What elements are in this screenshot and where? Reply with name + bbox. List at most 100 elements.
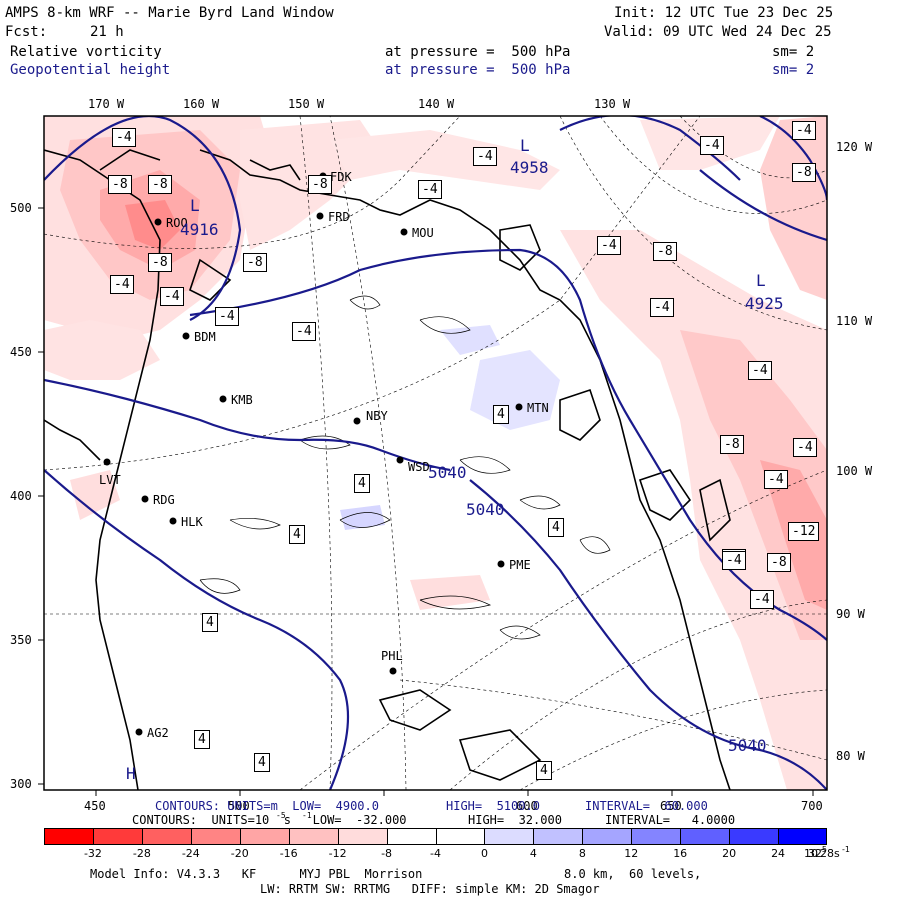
colorbar-swatch (239, 828, 289, 845)
vorticity-contour-label: -4 (722, 551, 746, 570)
vorticity-shading (44, 116, 827, 790)
vorticity-contour-label: -12 (788, 522, 820, 541)
units-exponent: -5 (276, 811, 286, 820)
station-label: PME (509, 558, 531, 572)
station-label: MOU (412, 226, 434, 240)
y-tick-label: 500 (10, 201, 32, 215)
vorticity-contour-label: -4 (764, 470, 788, 489)
vorticity-contour-label: -4 (650, 298, 674, 317)
vorticity-contour-label: 4 (354, 474, 370, 493)
vorticity-contour-label: 4 (194, 730, 210, 749)
colorbar-tick-label: 20 (722, 847, 737, 860)
vorticity-contour-label: 4 (548, 518, 564, 537)
colorbar-swatch (778, 828, 827, 845)
init-time: Init: 12 UTC Tue 23 Dec 25 (614, 5, 834, 21)
lon-label-right: 80 W (836, 749, 865, 763)
colorbar-units: 10 (804, 847, 818, 860)
colorbar-tick-label: -16 (279, 847, 298, 860)
height-value: 5040 (466, 500, 505, 519)
vorticity-contour-label: -4 (418, 180, 442, 199)
vorticity-contours (199, 295, 611, 640)
station-label: MTN (527, 401, 549, 415)
colorbar-tick-label: -4 (430, 847, 441, 860)
colorbar-tick-label: -32 (83, 847, 102, 860)
vorticity-contour-label: -8 (720, 435, 744, 454)
colorbar-tick-label: 16 (673, 847, 688, 860)
vorticity-contour-high: HIGH= 32.000 (468, 813, 562, 827)
station-label: ROO (166, 216, 188, 230)
low-marker: L (190, 196, 200, 215)
y-tick-label: 300 (10, 777, 32, 791)
colorbar-tick-label: 8 (578, 847, 586, 860)
colorbar-units-s: s (834, 847, 840, 860)
colorbar-tick-label: 12 (624, 847, 639, 860)
colorbar-swatch (582, 828, 632, 845)
height-contour-high: HIGH= 5100.0 (446, 799, 540, 813)
vorticity-contour-label: -4 (292, 322, 316, 341)
forecast-hours: 21 h (90, 24, 124, 40)
station-label: HLK (181, 515, 203, 529)
units-s-exponent: -1 (302, 811, 312, 820)
vorticity-contour-label: -4 (793, 438, 817, 457)
colorbar-swatch (631, 828, 681, 845)
station-label: AG2 (147, 726, 169, 740)
colorbar-units-exponent: -5 (819, 845, 827, 854)
forecast-label: Fcst: (5, 24, 48, 40)
colorbar-tick-label: 28 (820, 847, 834, 860)
vorticity-contour-label: -4 (750, 590, 774, 609)
vorticity-contour-label: -8 (108, 175, 132, 194)
vorticity-contour-label: -4 (700, 136, 724, 155)
model-info: Model Info: V4.3.3 KF MYJ PBL Morrison (90, 867, 423, 881)
vorticity-contour-label: -4 (748, 361, 772, 380)
model-resolution: 8.0 km, 60 levels, (564, 867, 702, 881)
vorticity-contour-label: -8 (243, 253, 267, 272)
lon-label-top: 160 W (183, 97, 220, 111)
height-value: 5040 (428, 463, 467, 482)
vorticity-contour-interval: INTERVAL= 4.0000 (605, 813, 736, 827)
height-value: 4958 (510, 158, 549, 177)
y-tick-label: 350 (10, 633, 32, 647)
vorticity-contour-label: 4 (202, 613, 218, 632)
lon-label-top: 170 W (88, 97, 125, 111)
valid-time: Valid: 09 UTC Wed 24 Dec 25 (604, 24, 832, 40)
station-label: PHL (381, 649, 403, 663)
station-label: WSD (408, 460, 430, 474)
colorbar-tick-label: -28 (132, 847, 151, 860)
x-tick-label: 650 (660, 799, 682, 813)
colorbar-tick-label: -20 (230, 847, 249, 860)
vorticity-contour-label: 4 (289, 525, 305, 544)
lon-label-top: 140 W (418, 97, 455, 111)
colorbar-tick-label: 24 (771, 847, 786, 860)
field1-smoothing: sm= 2 (772, 44, 815, 60)
colorbar-tick-label: -12 (328, 847, 347, 860)
lon-label-right: 120 W (836, 140, 873, 154)
map-frame (43, 115, 828, 791)
axis-ticks (38, 207, 814, 796)
vorticity-contour-label: 4 (254, 753, 270, 772)
x-tick-label: 700 (801, 799, 823, 813)
station-label: FDK (330, 170, 352, 184)
colorbar-swatch (729, 828, 779, 845)
lon-label-top: 130 W (594, 97, 631, 111)
colorbar-swatch (288, 828, 338, 845)
vorticity-contour-label: -4 (110, 275, 134, 294)
vorticity-contour-label: 4 (536, 761, 552, 780)
high-marker: H (126, 764, 136, 783)
station-label: LVT (99, 473, 121, 487)
map-title: AMPS 8-km WRF -- Marie Byrd Land Window (5, 5, 334, 21)
colorbar-units-s-exponent: -1 (842, 845, 850, 854)
field2-smoothing: sm= 2 (772, 62, 815, 78)
field2-name: Geopotential height (10, 62, 171, 78)
vorticity-contour-label: -8 (792, 163, 816, 182)
colorbar-tick-label: -8 (381, 847, 393, 860)
colorbar-swatch (533, 828, 583, 845)
low-marker: L (756, 271, 766, 290)
height-value: 5040 (728, 736, 767, 755)
vorticity-contour-label: -4 (160, 287, 184, 306)
colorbar-tick-label: -24 (181, 847, 200, 860)
station-label: KMB (231, 393, 253, 407)
vorticity-contour-label: -4 (473, 147, 497, 166)
y-tick-label: 450 (10, 345, 32, 359)
low-marker: L (520, 136, 530, 155)
